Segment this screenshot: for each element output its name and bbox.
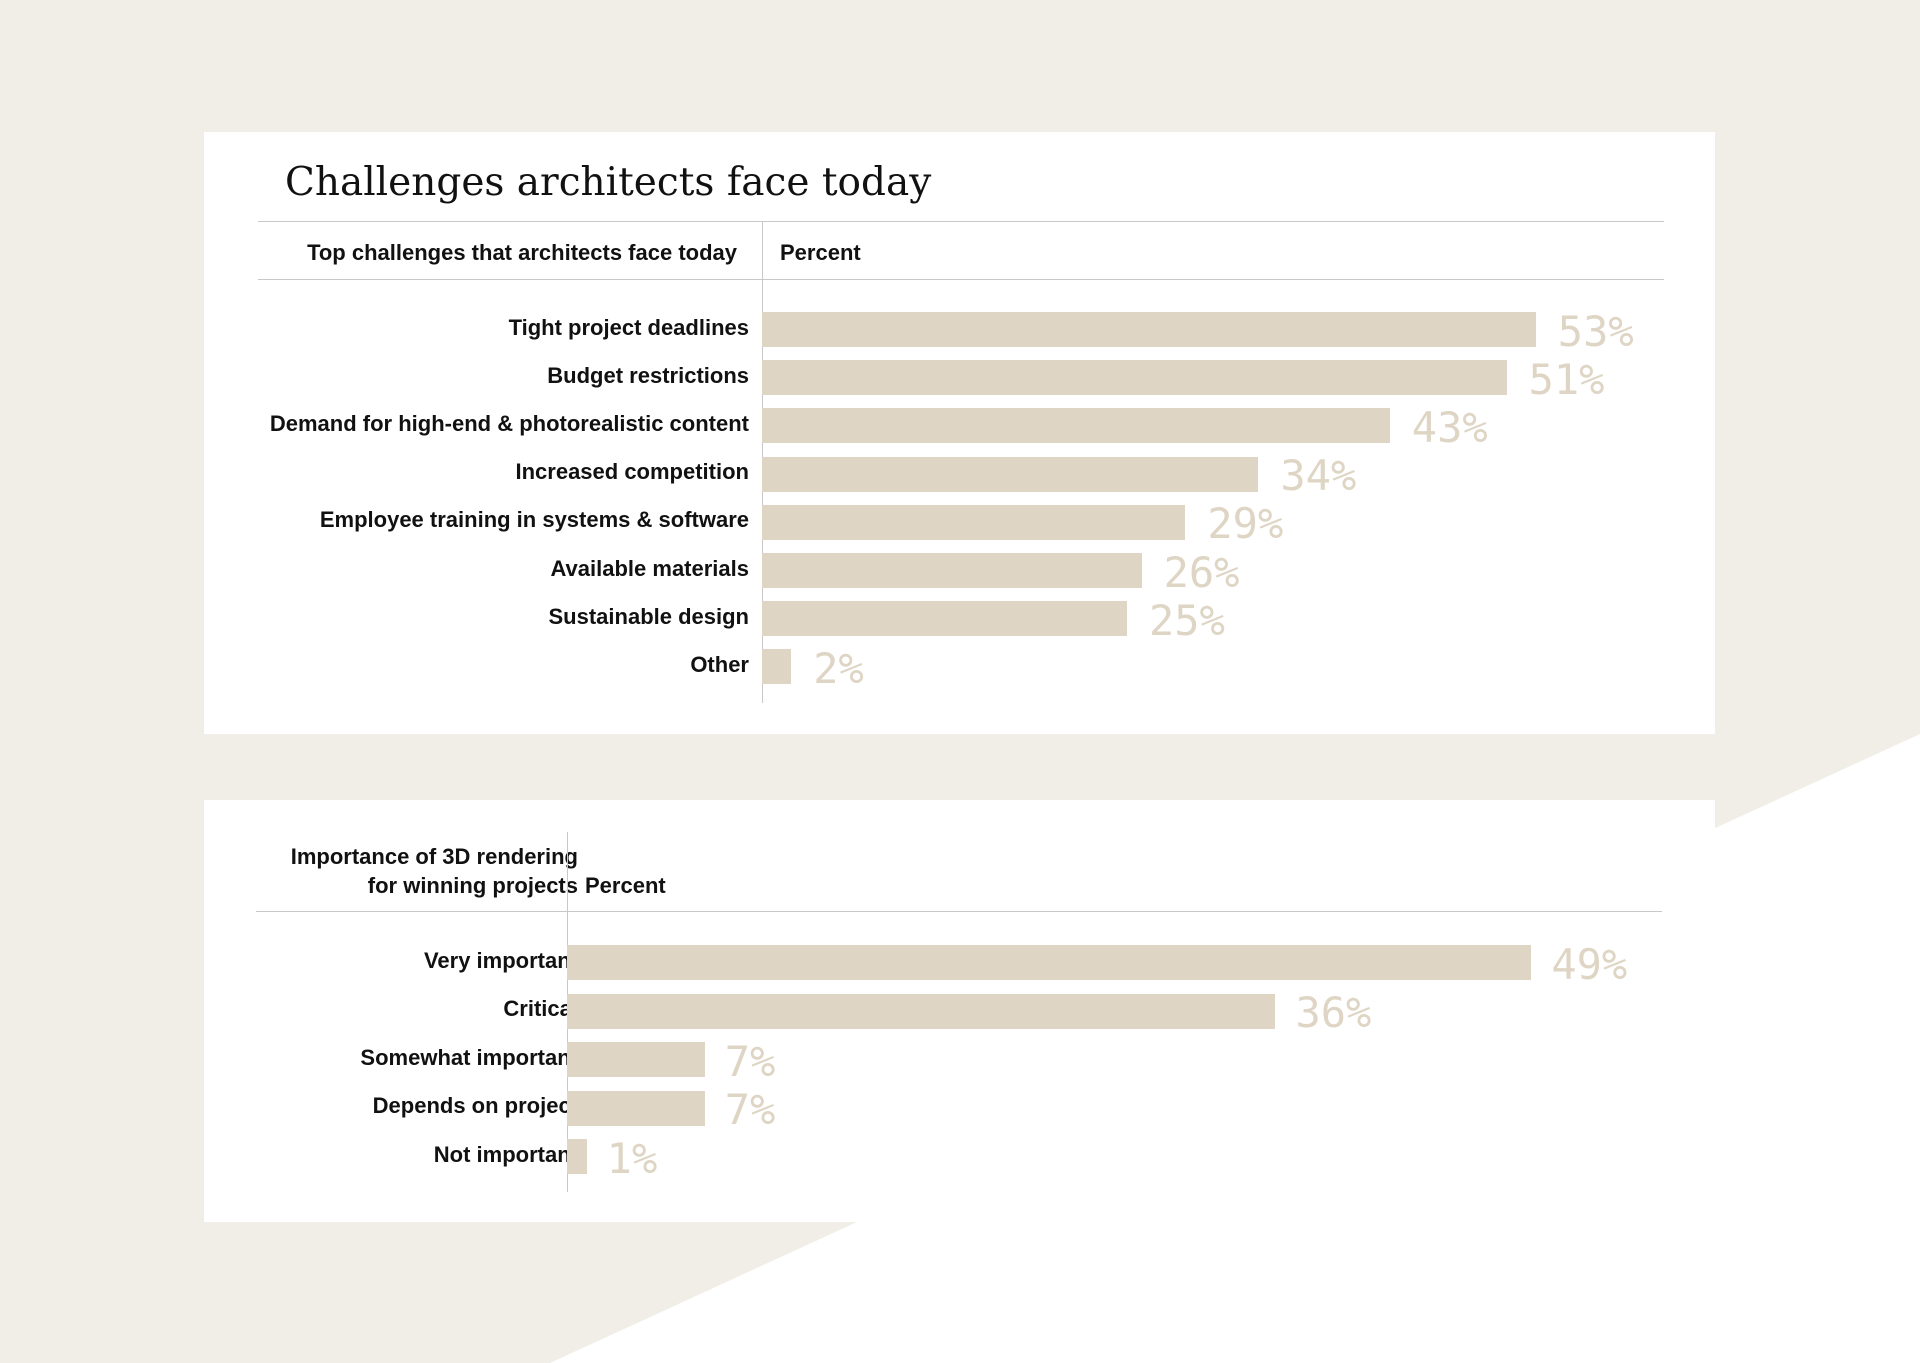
value-label: 26% [1163, 547, 1240, 597]
category-label: Sustainable design [548, 603, 750, 629]
bar [567, 993, 1276, 1029]
category-label: Very important [423, 947, 578, 973]
bar [762, 312, 1536, 347]
value-label: 49% [1551, 939, 1628, 989]
bar [762, 553, 1142, 588]
category-header-line-2: for winning projects [367, 873, 578, 898]
bar [762, 649, 792, 685]
value-label: 1% [606, 1133, 658, 1183]
value-header: Percent [585, 873, 666, 898]
value-label: 7% [724, 1036, 776, 1086]
header-bottom-rule [258, 279, 1664, 280]
category-label: Depends on project [372, 1093, 578, 1118]
header-bottom-rule [256, 911, 1662, 912]
bar [762, 601, 1127, 637]
bar [567, 1042, 705, 1077]
value-label: 29% [1207, 499, 1284, 549]
category-label: Not important [433, 1141, 578, 1167]
chart-title: Challenges architects face today [285, 160, 932, 205]
bar [762, 456, 1259, 492]
value-label: 2% [813, 643, 864, 693]
category-label: Critical [503, 996, 578, 1021]
value-label: 51% [1528, 354, 1605, 404]
value-label: 43% [1411, 402, 1488, 452]
category-label: Budget restrictions [547, 362, 749, 388]
value-label: 34% [1280, 451, 1357, 501]
bar [567, 945, 1532, 980]
bar [567, 1090, 705, 1126]
category-header-line-1: Importance of 3D rendering [290, 844, 578, 869]
bar [762, 504, 1186, 540]
challenges-chart-card: Challenges architects face today Top cha… [204, 132, 1715, 734]
bar [567, 1139, 587, 1174]
value-label: 25% [1149, 595, 1225, 645]
category-label: Demand for high-end & photorealistic con… [269, 410, 749, 436]
value-header: Percent [780, 240, 861, 265]
category-label: Somewhat important [360, 1044, 578, 1070]
category-label: Employee training in systems & software [319, 507, 749, 533]
value-label: 36% [1295, 988, 1372, 1037]
rendering-importance-chart-card: Importance of 3D rendering for winning p… [204, 800, 1715, 1222]
category-header: Top challenges that architects face toda… [307, 240, 737, 265]
category-label: Tight project deadlines [508, 314, 749, 340]
bar [762, 360, 1507, 396]
category-label: Increased competition [515, 459, 749, 485]
category-label: Available materials [550, 555, 749, 581]
value-label: 53% [1557, 306, 1634, 356]
bar [762, 408, 1390, 444]
value-label: 7% [724, 1085, 776, 1134]
category-label: Other [690, 651, 749, 677]
header-top-rule [258, 221, 1664, 222]
